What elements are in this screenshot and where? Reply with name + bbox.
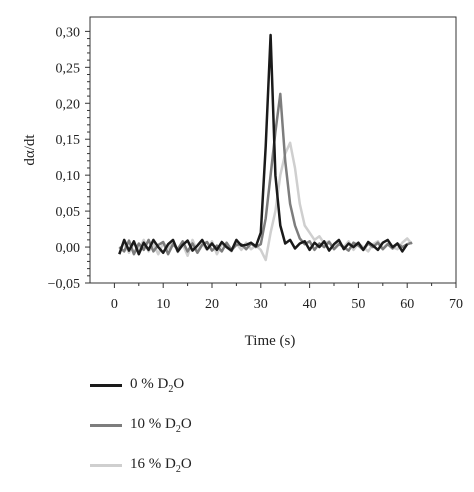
- x-tick-label: 30: [254, 297, 268, 312]
- y-tick-label: 0,30: [56, 25, 81, 40]
- y-tick-label: 0,00: [56, 241, 81, 256]
- y-axis-label: dα/dt: [22, 134, 38, 166]
- x-tick-label: 0: [111, 297, 118, 312]
- x-tick-label: 60: [400, 297, 414, 312]
- legend: 0 % D2O 10 % D2O 16 % D2O: [90, 372, 390, 492]
- series-line-1: [118, 92, 413, 256]
- series-group: [118, 33, 414, 262]
- legend-swatch-2: [90, 464, 122, 467]
- series-line-0: [118, 33, 409, 256]
- plot-frame: [89, 16, 457, 284]
- legend-swatch-1: [90, 424, 122, 427]
- x-axis: 0 10 20 30 40 50 60 70: [111, 283, 463, 312]
- legend-swatch-0: [90, 384, 122, 387]
- x-tick-label: 70: [449, 297, 463, 312]
- y-tick-label: 0,10: [56, 169, 81, 184]
- x-axis-label: Time (s): [245, 333, 296, 349]
- x-tick-label: 40: [303, 297, 317, 312]
- x-tick-label: 50: [351, 297, 365, 312]
- y-tick-label: 0,15: [56, 133, 81, 148]
- y-axis: −0,05 0,00 0,05 0,10 0,15 0,20 0,25 0,30: [48, 25, 90, 292]
- legend-label-1: 10 % D2O: [130, 416, 192, 435]
- legend-item-2: 16 % D2O: [90, 452, 390, 492]
- y-tick-label: 0,20: [56, 97, 81, 112]
- y-tick-label: −0,05: [48, 277, 80, 292]
- y-tick-label: 0,25: [56, 61, 81, 76]
- legend-item-1: 10 % D2O: [90, 412, 390, 452]
- legend-label-0: 0 % D2O: [130, 376, 185, 395]
- x-tick-label: 10: [156, 297, 170, 312]
- legend-label-2: 16 % D2O: [130, 456, 192, 475]
- y-tick-label: 0,05: [56, 205, 81, 220]
- x-tick-label: 20: [205, 297, 219, 312]
- chart: −0,05 0,00 0,05 0,10 0,15 0,20 0,25 0,30 0 10 20 3…: [22, 16, 463, 349]
- legend-item-0: 0 % D2O: [90, 372, 390, 412]
